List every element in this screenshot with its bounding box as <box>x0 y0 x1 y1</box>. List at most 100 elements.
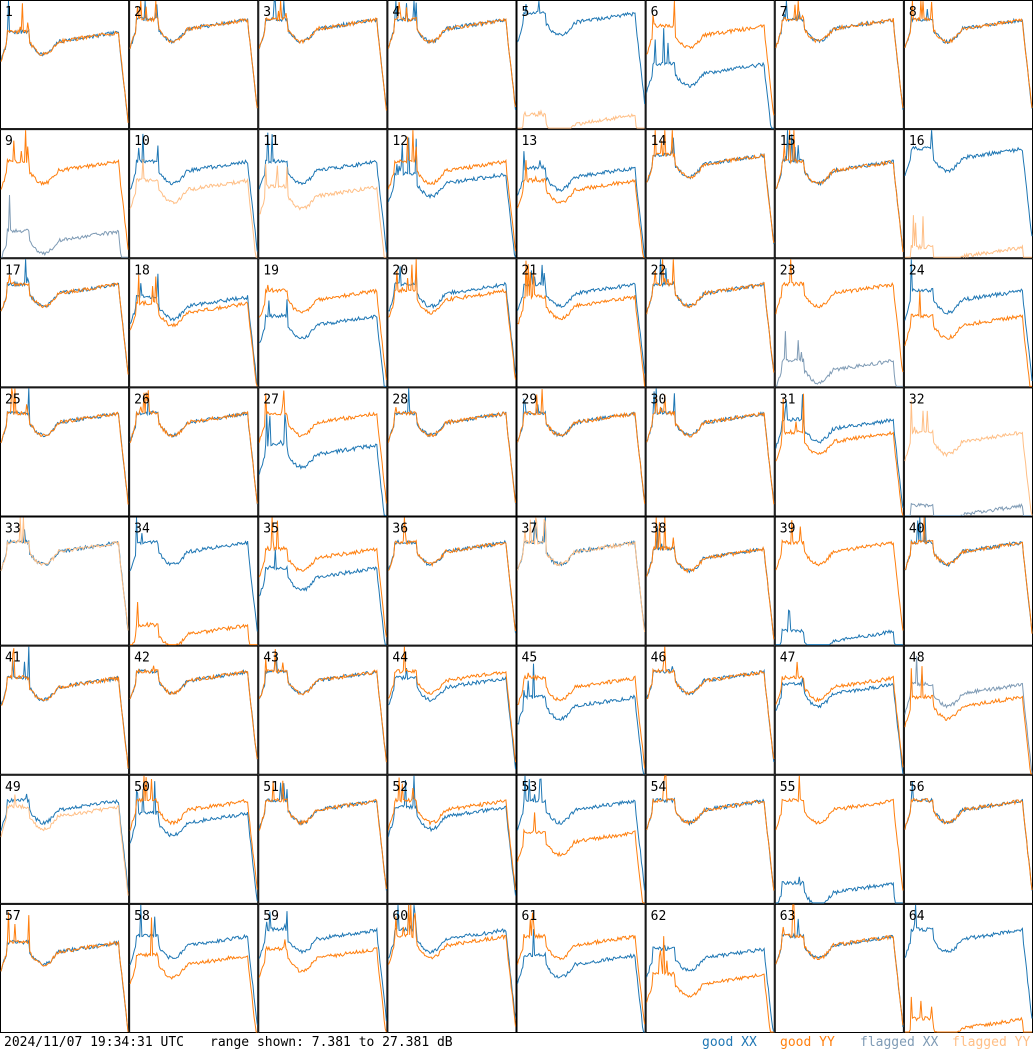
panel-53: 53 <box>516 774 646 904</box>
panel-frame <box>0 774 130 904</box>
panel-frame <box>774 0 904 130</box>
panel-label: 62 <box>651 909 667 924</box>
panel-label: 26 <box>134 392 150 407</box>
series-yy-good <box>0 274 129 375</box>
panel-label: 42 <box>134 651 150 666</box>
panel-16: 16 <box>903 129 1033 259</box>
panel-frame <box>774 903 904 1033</box>
series-xx-good <box>258 911 387 1022</box>
panel-12: 12 <box>387 129 517 259</box>
panel-64: 64 <box>903 903 1033 1033</box>
series-yy-good <box>904 666 1032 775</box>
series-yy-good <box>258 0 387 111</box>
panel-frame <box>0 129 130 259</box>
panel-40: 40 <box>903 516 1033 646</box>
panel-label: 16 <box>909 134 925 149</box>
panel-frame <box>258 645 388 775</box>
panel-label: 20 <box>392 263 408 278</box>
panel-label: 55 <box>780 780 796 795</box>
series-yy-good <box>646 259 775 373</box>
series-xx-good <box>775 678 904 774</box>
panel-62: 62 <box>645 903 775 1033</box>
panel-frame <box>0 0 130 130</box>
panel-frame <box>903 387 1033 517</box>
panel-label: 47 <box>780 651 796 666</box>
panel-54: 54 <box>645 774 775 904</box>
panel-label: 64 <box>909 909 925 924</box>
series-xx-good <box>646 137 775 245</box>
panel-13: 13 <box>516 129 646 259</box>
series-yy-good <box>517 812 645 904</box>
panel-37: 37 <box>516 516 646 646</box>
series-yy-flagged <box>258 163 387 258</box>
panel-48: 48 <box>903 645 1033 775</box>
panel-8: 8 <box>903 0 1033 130</box>
panel-7: 7 <box>774 0 904 130</box>
series-yy-good <box>517 389 646 504</box>
series-xx-good <box>517 929 645 1033</box>
series-yy-good <box>258 390 387 504</box>
series-yy-flagged <box>517 517 646 633</box>
panel-label: 50 <box>134 780 150 795</box>
series-xx-good <box>258 549 387 646</box>
panel-44: 44 <box>387 645 517 775</box>
panel-frame <box>0 387 130 517</box>
series-xx-flagged <box>0 194 129 258</box>
panel-label: 22 <box>651 263 667 278</box>
series-xx-good <box>646 28 774 129</box>
panel-label: 60 <box>392 909 408 924</box>
series-xx-good <box>258 412 387 516</box>
panel-label: 29 <box>522 392 538 407</box>
series-xx-good <box>387 539 516 634</box>
series-yy-good <box>646 775 775 891</box>
panel-frame <box>0 516 130 646</box>
series-yy-good <box>130 601 258 646</box>
panel-21: 21 <box>516 258 646 388</box>
panel-frame <box>516 516 646 646</box>
panel-39: 39 <box>774 516 904 646</box>
panel-60: 60 <box>387 903 517 1033</box>
panel-49: 49 <box>0 774 130 904</box>
panel-label: 24 <box>909 263 925 278</box>
panel-label: 58 <box>134 909 150 924</box>
series-yy-good <box>0 130 129 250</box>
series-yy-good <box>0 388 129 505</box>
panel-27: 27 <box>258 387 388 517</box>
series-yy-good <box>904 517 1033 634</box>
series-xx-good <box>904 130 1033 237</box>
series-yy-good <box>258 284 387 381</box>
panel-42: 42 <box>129 645 259 775</box>
series-xx-good <box>388 668 516 770</box>
panel-frame <box>774 516 904 646</box>
series-yy-good <box>129 917 258 1033</box>
panel-label: 61 <box>522 909 538 924</box>
series-yy-good <box>904 291 1032 387</box>
series-xx-flagged <box>775 331 903 387</box>
panel-frame <box>516 903 646 1033</box>
series-yy-good <box>904 0 1033 108</box>
legend-flagged-xx: flagged XX <box>860 1035 939 1050</box>
panel-frame <box>0 903 130 1033</box>
series-xx-good <box>904 904 1033 1019</box>
series-yy-good <box>904 996 1032 1033</box>
series-yy-good <box>646 394 775 505</box>
panel-label: 34 <box>134 522 150 537</box>
panel-frame <box>645 774 775 904</box>
panel-frame <box>516 774 646 904</box>
panel-frame <box>516 258 646 388</box>
panel-label: 33 <box>5 522 21 537</box>
series-yy-good <box>0 3 129 123</box>
series-xx-good <box>129 517 258 632</box>
panel-55: 55 <box>774 774 904 904</box>
series-xx-good <box>387 775 516 896</box>
series-xx-good <box>258 299 387 387</box>
panel-10: 10 <box>129 129 259 259</box>
series-xx-good <box>388 266 516 374</box>
series-yy-good <box>646 646 775 760</box>
series-yy-good <box>775 775 904 891</box>
panel-label: 19 <box>263 263 279 278</box>
series-yy-good <box>904 798 1033 891</box>
panel-2: 2 <box>129 0 259 130</box>
legend-flagged-yy: flagged YY <box>952 1035 1031 1050</box>
